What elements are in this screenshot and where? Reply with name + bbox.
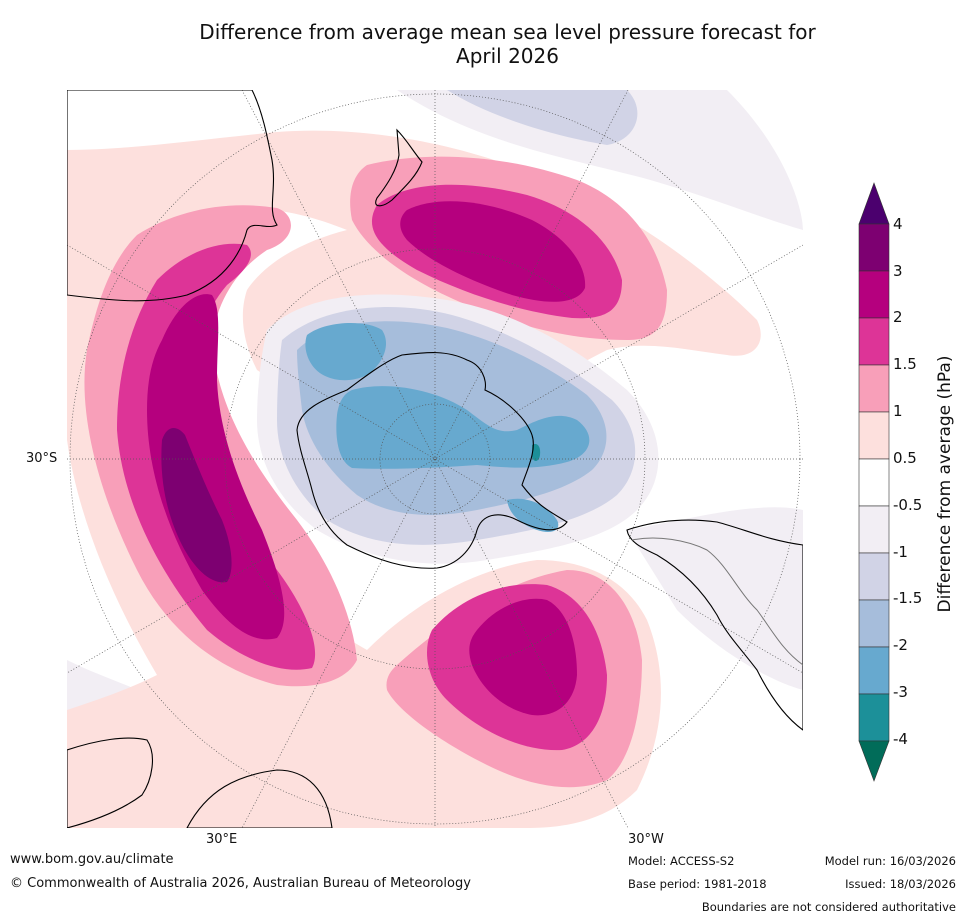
anomaly-region-2-0-indian [147, 294, 285, 640]
colorbar-extend-min [858, 740, 890, 782]
footer-url[interactable]: www.bom.gov.au/climate [10, 852, 174, 867]
colorbar-tick-label: 0.5 [893, 449, 917, 467]
lon-label-30e: 30°E [206, 832, 238, 847]
meridian-60 [67, 244, 803, 674]
coastline-australia [67, 90, 278, 302]
footer-base-period: Base period: 1981-2018 [628, 877, 767, 891]
meridian-150 [241, 90, 629, 828]
title-line-1: Difference from average mean sea level p… [199, 20, 816, 44]
colorbar-tick-label: -2 [893, 636, 908, 654]
anomaly-region-negative-0-5-se [627, 507, 803, 690]
lon-label-30w: 30°W [628, 832, 664, 847]
footer-model: Model: ACCESS-S2 [628, 854, 735, 868]
colorbar-box [858, 646, 890, 695]
colorbar-box [858, 599, 890, 648]
colorbar-tick-label: -0.5 [893, 496, 923, 514]
colorbar-box [858, 364, 890, 413]
colorbar-tick-label: 3 [893, 262, 903, 280]
anomaly-region-negative-3-0-central [336, 386, 590, 469]
colorbar-tick-label: -1.5 [893, 589, 923, 607]
latitude-circle-mid [224, 248, 646, 670]
anomaly-region-2-0-pacific [400, 201, 586, 302]
lat-label-30s: 30°S [26, 451, 58, 466]
footer-copyright: © Commonwealth of Australia 2026, Austra… [10, 876, 471, 891]
colorbar-box [858, 505, 890, 554]
coastline-new-zealand [375, 128, 423, 207]
coastlines [67, 90, 803, 828]
anomaly-region-negative-3-0-peninsula [507, 498, 559, 532]
colorbar-box [858, 552, 890, 601]
coastline-south-america [626, 519, 803, 731]
colorbar-box [858, 223, 890, 272]
footer-issued: Issued: 18/03/2026 [845, 877, 956, 891]
colorbar-box [858, 411, 890, 460]
anomaly-region-negative-4-0-spot [532, 444, 541, 461]
chart-title: Difference from average mean sea level p… [130, 20, 885, 68]
footer-model-run: Model run: 16/03/2026 [824, 854, 956, 868]
graticule [67, 90, 803, 828]
anomaly-region-negative-0-5-ne [397, 90, 803, 230]
colorbar-tick-label: 4 [893, 215, 903, 233]
colorbar-tick-label: 1.5 [893, 355, 917, 373]
anomaly-region-negative-0-5-top [447, 90, 638, 145]
footer-disclaimer: Boundaries are not considered authoritat… [701, 900, 956, 914]
colorbar-tick-label: 1 [893, 402, 903, 420]
title-line-2: April 2026 [456, 44, 559, 68]
anomaly-region-3-0-indian [161, 428, 232, 583]
meridian-120 [67, 244, 803, 674]
meridian-30 [241, 90, 629, 828]
colorbar-tick-label: -4 [893, 730, 908, 748]
colorbar-title: Difference from average (hPa) [935, 355, 955, 613]
colorbar-box [858, 270, 890, 319]
coastline-africa-south [186, 769, 333, 828]
coastline-patagonia-grey [631, 537, 803, 666]
anomaly-map [67, 90, 803, 828]
colorbar-tick-label: 2 [893, 308, 903, 326]
coastline-africa [67, 737, 153, 828]
anomaly-region-2-0-atlantic [469, 598, 577, 716]
colorbar-box [858, 458, 890, 507]
colorbar-box [858, 317, 890, 366]
colorbar-tick-label: -3 [893, 683, 908, 701]
anomaly-region-negative-3-0-west [305, 323, 387, 381]
colorbar [858, 182, 890, 782]
colorbar-box [858, 693, 890, 742]
colorbar-extend-max [858, 182, 890, 225]
coastline-antarctica [296, 352, 568, 569]
colorbar-tick-label: -1 [893, 543, 908, 561]
